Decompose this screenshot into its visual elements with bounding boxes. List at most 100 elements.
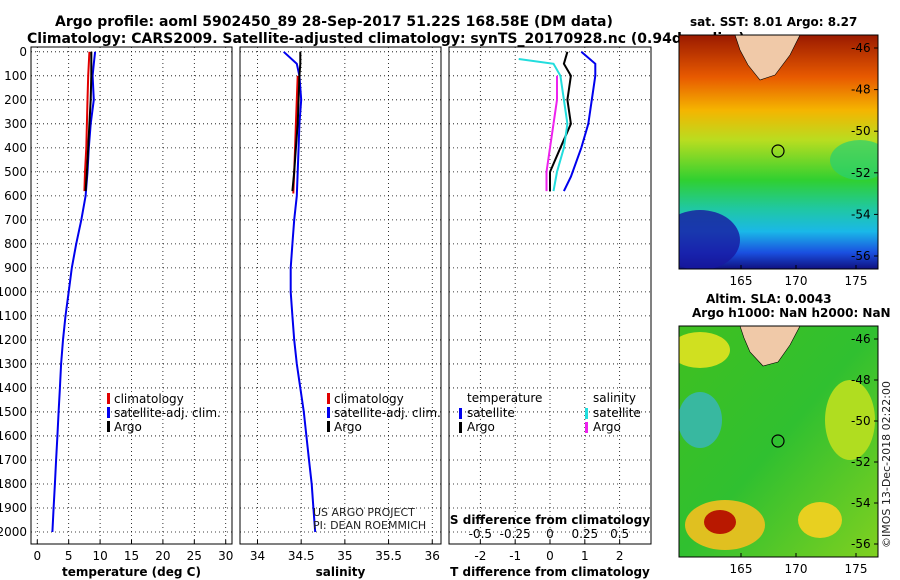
sla-map: -46 -48 -50 -52 -54 -56 165 170 175: [678, 325, 879, 576]
lat-tick-label: -46: [851, 41, 871, 55]
y-tick-label: 800: [4, 237, 27, 251]
lon-tick-label: 175: [845, 562, 868, 576]
sla-high-patch: [704, 510, 736, 534]
x-axis-label: temperature (deg C): [62, 565, 201, 579]
y-tick-label: 0: [19, 45, 27, 59]
sla-patch: [679, 332, 730, 368]
x-tick-label: 15: [124, 549, 139, 563]
x-tick-label: -2: [474, 549, 486, 563]
x-tick-label: -1: [509, 549, 521, 563]
series-line-t-satellite: [563, 51, 597, 192]
lat-tick-label: -50: [851, 414, 871, 428]
sla-patch: [825, 380, 875, 460]
project-credit: US ARGO PROJECT: [313, 506, 415, 519]
y-tick-label: 1100: [0, 309, 27, 323]
x-tick-label: 35.5: [375, 549, 402, 563]
lat-tick-label: -50: [851, 124, 871, 138]
series-line-climatology: [83, 51, 91, 192]
x-tick-label: 0: [33, 549, 41, 563]
y-tick-label: 1400: [0, 381, 27, 395]
legend-swatch-satellite: [327, 407, 330, 418]
x-axis-label: T difference from climatology: [450, 565, 650, 579]
y-tick-label: 1200: [0, 333, 27, 347]
legend-swatch-t-satellite: [459, 408, 462, 419]
x-tick-label: 34: [250, 549, 265, 563]
y-tick-label: 700: [4, 213, 27, 227]
y-tick-label: 1300: [0, 357, 27, 371]
sst-map-frame: [678, 34, 879, 270]
series-line-argo: [84, 51, 93, 192]
lon-tick-label: 165: [730, 274, 753, 288]
sst-lat-ticks: -46 -48 -50 -52 -54 -56: [851, 41, 878, 263]
sla-low-patch: [679, 392, 722, 448]
s-diff-tick-label: 0.25: [571, 527, 598, 541]
imos-credit: ©IMOS 13-Dec-2018 02:22:00: [880, 381, 893, 548]
legend-swatch-s-satellite: [585, 408, 588, 419]
legend-climatology-label: climatology: [114, 392, 184, 406]
lat-tick-label: -56: [851, 249, 871, 263]
series-line-s-satellite: [518, 58, 569, 192]
y-tick-label: 200: [4, 93, 27, 107]
legend-swatch-s-argo: [585, 422, 588, 433]
y-tick-label: 900: [4, 261, 27, 275]
legend-t-argo-label: Argo: [467, 420, 495, 434]
sla-map-title2: Argo h1000: NaN h2000: NaN: [692, 306, 891, 320]
legend-s-argo-label: Argo: [593, 420, 621, 434]
sla-lon-ticks: 165 170 175: [730, 553, 868, 576]
lat-tick-label: -54: [851, 496, 871, 510]
legend-salinity-title: salinity: [593, 391, 636, 405]
land-south-island: [734, 35, 801, 81]
temperature-legend: climatology satellite-adj. clim. Argo: [107, 392, 221, 434]
lat-tick-label: -52: [851, 166, 871, 180]
x-tick-label: 10: [92, 549, 107, 563]
s-diff-tick-label: -0.25: [500, 527, 531, 541]
legend-t-satellite-label: satellite: [467, 406, 515, 420]
lat-tick-label: -54: [851, 207, 871, 221]
y-tick-label: 1700: [0, 453, 27, 467]
legend-argo-label: Argo: [114, 420, 142, 434]
s-diff-tick-label: -0.5: [469, 527, 492, 541]
sla-map-frame: [678, 325, 879, 558]
x-tick-label: 25: [187, 549, 202, 563]
sst-cold-patch: [679, 210, 740, 269]
series-line-t-argo: [549, 51, 572, 192]
x-tick-label: 36: [425, 549, 440, 563]
sla-lat-ticks: -46 -48 -50 -52 -54 -56: [851, 332, 878, 551]
figure-title-line1: Argo profile: aoml 5902450_89 28-Sep-201…: [55, 14, 613, 30]
sst-map: -46 -48 -50 -52 -54 -56 165 170 175: [678, 34, 879, 288]
plot-frame: [239, 46, 442, 545]
series-line-argo: [291, 51, 302, 192]
sst-lon-ticks: 165 170 175: [730, 265, 868, 288]
x-tick-label: 2: [616, 549, 624, 563]
y-tick-label: 2000: [0, 525, 27, 539]
lat-tick-label: -48: [851, 373, 871, 387]
series-line-s-argo: [545, 75, 558, 192]
legend-s-satellite-label: satellite: [593, 406, 641, 420]
lat-tick-label: -52: [851, 455, 871, 469]
argo-location-marker: [771, 144, 785, 158]
legend-swatch-t-argo: [459, 422, 462, 433]
y-tick-label: 1900: [0, 501, 27, 515]
legend-climatology-label: climatology: [334, 392, 404, 406]
sst-patch: [830, 140, 878, 180]
sla-patch: [798, 502, 842, 538]
x-tick-label: 0: [546, 549, 554, 563]
lat-tick-label: -46: [851, 332, 871, 346]
y-tick-label: 600: [4, 189, 27, 203]
salinity-panel: 34 34.5 35 35.5 36 salinity: [239, 46, 442, 579]
sst-map-title: sat. SST: 8.01 Argo: 8.27: [690, 15, 857, 29]
legend-swatch-argo: [327, 421, 330, 432]
y-tick-label: 500: [4, 165, 27, 179]
lon-tick-label: 175: [845, 274, 868, 288]
legend-swatch-satellite: [107, 407, 110, 418]
sla-map-title1: Altim. SLA: 0.0043: [706, 292, 832, 306]
x-tick-label: 35: [337, 549, 352, 563]
legend-satellite-label: satellite-adj. clim.: [114, 406, 221, 420]
s-diff-tick-label: 0: [546, 527, 554, 541]
legend-argo-label: Argo: [334, 420, 362, 434]
y-tick-label: 100: [4, 69, 27, 83]
y-tick-label: 400: [4, 141, 27, 155]
salinity-legend: climatology satellite-adj. clim. Argo: [327, 392, 441, 434]
land-south-island: [739, 326, 801, 367]
